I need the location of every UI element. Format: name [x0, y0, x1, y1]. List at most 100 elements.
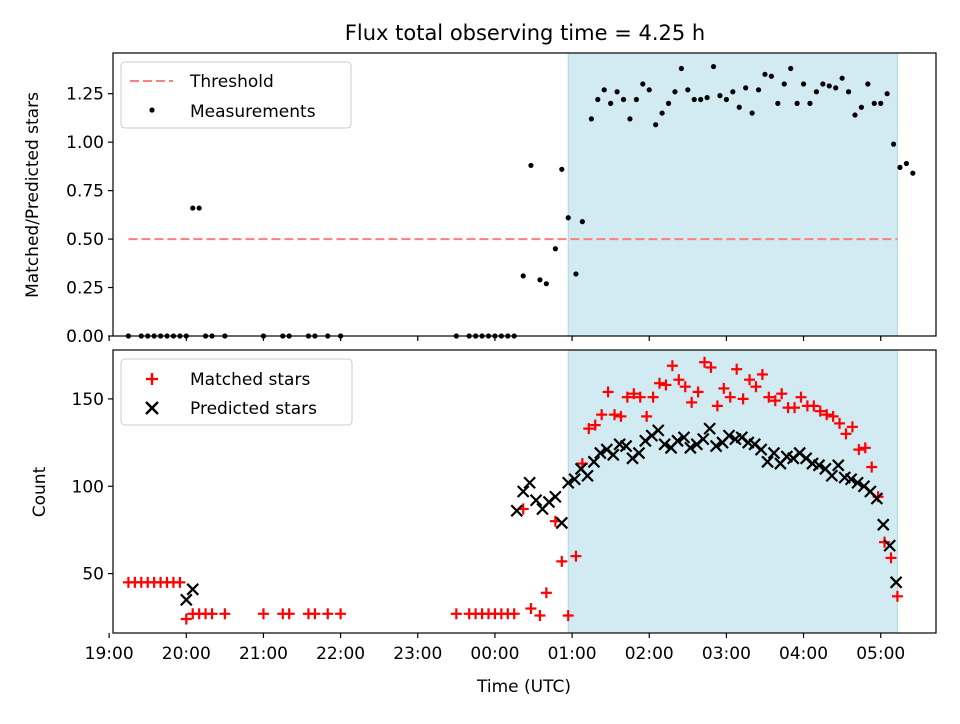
measurement-point	[813, 89, 820, 95]
x-tick-label: 05:00	[856, 644, 905, 664]
measurement-point	[691, 96, 697, 103]
matched-star-point	[859, 442, 871, 454]
matched-star-point	[589, 419, 601, 431]
matched-star-point	[628, 388, 640, 400]
predicted-star-point	[851, 476, 864, 490]
measurement-point	[800, 81, 807, 87]
predicted-star-point	[523, 476, 536, 490]
matched-star-point	[744, 374, 756, 386]
matched-star-point	[776, 388, 788, 400]
measurement-point	[762, 71, 768, 77]
measurement-point	[845, 89, 852, 95]
y-tick-label: 50	[82, 565, 104, 585]
matched-star-point	[257, 608, 269, 620]
matched-star-point	[309, 608, 321, 620]
legend-matched-swatch	[146, 373, 158, 385]
measurement-point	[620, 96, 627, 103]
predicted-star-point	[651, 424, 665, 437]
y-tick-label: 0.00	[66, 327, 104, 347]
x-tick-label: 23:00	[393, 644, 442, 664]
y-tick-label: 0.75	[66, 182, 104, 202]
x-tick-label: 02:00	[625, 644, 674, 664]
measurement-point	[749, 110, 755, 116]
x-tick-label: 00:00	[470, 644, 519, 664]
measurement-point	[775, 100, 781, 106]
matched-star-point	[621, 391, 633, 403]
bottom-panel: 50 100 150 19:00 20:00 21:00 22:00 23:00 00:00 0…	[30, 349, 937, 697]
measurement-point	[717, 93, 723, 99]
measurement-point	[543, 281, 549, 287]
predicted-star-point	[844, 472, 858, 486]
measurement-point	[730, 89, 736, 95]
bottom-plot-frame	[112, 349, 937, 634]
measurement-point	[839, 75, 845, 81]
x-tick-label: 04:00	[779, 644, 828, 664]
y-tick-label: 1.00	[66, 133, 104, 153]
legend-measurements-label: Measurements	[190, 102, 316, 122]
matched-star-point	[705, 361, 717, 373]
measurement-point	[858, 104, 865, 110]
matched-star-point	[769, 395, 781, 407]
matched-star-point	[602, 386, 614, 398]
predicted-star-point	[561, 476, 575, 490]
legend-matched-label: Matched stars	[190, 370, 310, 390]
predicted-star-point	[632, 446, 646, 460]
top-x-ticks	[108, 336, 882, 341]
bottom-y-axis-label: Count	[30, 466, 50, 517]
matched-star-points	[122, 356, 903, 625]
y-tick-label: 100	[72, 477, 104, 497]
matched-star-point	[180, 613, 192, 625]
predicted-star-point	[703, 422, 716, 435]
measurement-point	[573, 271, 579, 277]
measurement-point	[865, 81, 871, 87]
measurement-point	[743, 85, 749, 91]
measurement-point	[781, 81, 787, 87]
matched-star-point	[450, 608, 462, 620]
measurement-point	[820, 81, 826, 87]
matched-star-point	[660, 379, 672, 391]
measurement-point	[871, 100, 877, 106]
measurement-point	[595, 96, 601, 103]
measurement-point	[601, 87, 607, 93]
matched-star-point	[756, 368, 768, 380]
matched-star-point	[206, 608, 218, 620]
matched-star-point	[596, 409, 608, 421]
matched-star-point	[634, 391, 646, 403]
measurement-point	[633, 96, 639, 103]
x-tick-label: 21:00	[239, 644, 288, 664]
x-tick-label: 22:00	[316, 644, 365, 664]
measurement-point	[653, 122, 659, 128]
predicted-star-point	[812, 459, 826, 472]
bottom-x-ticks: 19:00 20:00 21:00 22:00 23:00 00:00 01:00 02:00…	[85, 633, 905, 664]
predicted-star-point	[767, 446, 781, 460]
predicted-star-point	[709, 439, 723, 453]
matched-star-point	[821, 409, 833, 421]
matched-star-point	[750, 381, 762, 393]
measurement-point	[704, 94, 710, 101]
matched-star-point	[846, 421, 858, 433]
predicted-star-point	[594, 446, 607, 460]
matched-star-point	[885, 552, 897, 564]
measurement-point	[910, 170, 916, 176]
predicted-star-points	[180, 422, 903, 607]
y-tick-label: 0.25	[66, 279, 104, 299]
matched-star-point	[583, 423, 595, 435]
measurement-point	[788, 65, 794, 72]
matched-star-point	[891, 590, 903, 602]
measurement-point	[552, 246, 558, 252]
matched-star-point	[789, 402, 801, 414]
matched-star-point	[724, 391, 736, 403]
top-y-axis-label: Matched/Predicted stars	[23, 92, 43, 298]
predicted-star-point	[606, 448, 620, 462]
matched-star-point	[322, 608, 334, 620]
matched-star-point	[711, 400, 723, 412]
measurement-point	[528, 162, 534, 169]
predicted-star-point	[684, 441, 697, 455]
measurement-point	[685, 87, 691, 93]
predicted-star-point	[658, 438, 671, 451]
predicted-star-point	[510, 504, 524, 517]
measurement-point	[565, 215, 571, 221]
matched-star-point	[666, 360, 678, 372]
measurement-point	[190, 205, 196, 211]
matched-star-point	[335, 608, 347, 620]
